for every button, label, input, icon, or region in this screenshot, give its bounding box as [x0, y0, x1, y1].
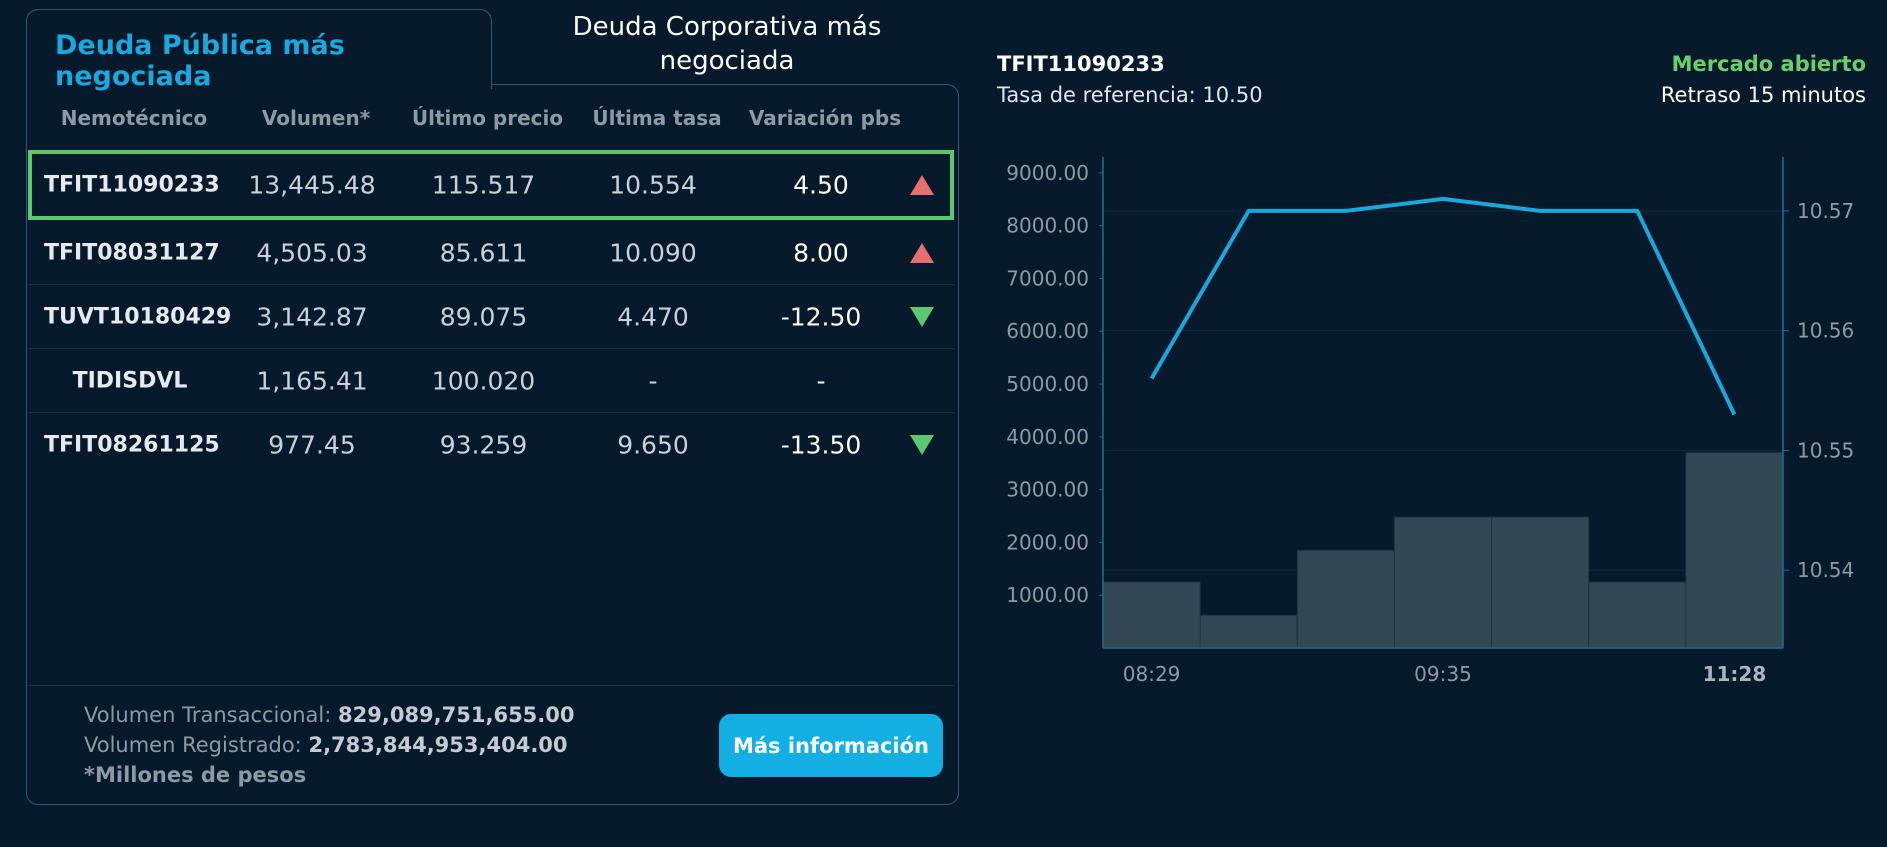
arrow-down-icon	[910, 434, 934, 455]
tab-deuda-publica-label: Deuda Pública más negociada	[55, 30, 345, 92]
cell-variacion: -12.50	[780, 302, 862, 331]
cell-ultimo-precio: 115.517	[431, 170, 536, 200]
arrow-up-icon	[910, 175, 934, 195]
tab-deuda-publica[interactable]: Deuda Pública más negociada	[26, 9, 492, 92]
table-row[interactable]: TFIT08261125 977.45 93.259 9.650 -13.50	[28, 413, 954, 476]
volumen-registrado-value: 2,783,844,953,404.00	[308, 733, 568, 757]
y-left-tick-label: 5000.00	[1006, 372, 1089, 396]
mas-informacion-button[interactable]: Más información	[719, 714, 943, 777]
volumen-registrado: Volumen Registrado: 2,783,844,953,404.00	[84, 733, 568, 757]
y-right-tick-label: 10.54	[1797, 558, 1854, 582]
tab-deuda-corporativa-label-line1: Deuda Corporativa más	[572, 12, 882, 42]
cell-ultima-tasa: 10.554	[609, 170, 697, 200]
volumen-registrado-label: Volumen Registrado:	[84, 733, 302, 757]
volume-bar	[1491, 516, 1590, 649]
table-row[interactable]: TUVT10180429 3,142.87 89.075 4.470 -12.5…	[28, 285, 954, 349]
volumen-transaccional-value: 829,089,751,655.00	[338, 703, 575, 727]
volume-bar	[1102, 581, 1201, 649]
cell-variacion: -	[816, 366, 826, 395]
cell-variacion: 8.00	[793, 238, 849, 267]
cell-nemotecnico: TFIT08261125	[44, 432, 220, 457]
cell-ultima-tasa: 10.090	[609, 238, 697, 267]
header-nemotecnico[interactable]: Nemotécnico	[60, 106, 208, 130]
x-tick-label: 08:29	[1123, 662, 1181, 686]
y-left-tick-label: 9000.00	[1006, 161, 1089, 185]
footer-divider	[28, 685, 954, 686]
cell-ultimo-precio: 100.020	[431, 366, 536, 395]
volumen-transaccional-label: Volumen Transaccional:	[84, 703, 332, 727]
x-tick-label: 09:35	[1414, 662, 1472, 686]
header-variacion-pbs[interactable]: Variación pbs	[748, 106, 902, 130]
header-volumen[interactable]: Volumen*	[261, 106, 371, 130]
tab-deuda-corporativa-label-line2: negociada	[659, 46, 795, 76]
tab-deuda-corporativa[interactable]: Deuda Corporativa más negociada	[520, 10, 934, 78]
cell-variacion: 4.50	[793, 170, 849, 200]
volume-bar	[1296, 549, 1395, 649]
x-tick-label: 11:28	[1703, 662, 1767, 686]
cell-volumen: 13,445.48	[248, 170, 376, 200]
cell-ultima-tasa: -	[648, 366, 658, 395]
cell-volumen: 4,505.03	[256, 238, 368, 267]
header-ultima-tasa[interactable]: Última tasa	[592, 106, 722, 130]
y-left-tick-label: 3000.00	[1006, 478, 1089, 502]
volume-bar	[1685, 452, 1784, 649]
detail-reference-rate: Tasa de referencia: 10.50	[997, 83, 1263, 107]
table-row[interactable]: TFIT11090233 13,445.48 115.517 10.554 4.…	[28, 150, 954, 220]
y-left-tick-label: 6000.00	[1006, 319, 1089, 343]
y-right-tick-label: 10.57	[1797, 199, 1854, 223]
volume-bar	[1393, 516, 1493, 649]
y-left-tick-label: 2000.00	[1006, 530, 1089, 554]
cell-ultima-tasa: 4.470	[617, 302, 689, 331]
y-left-tick-label: 8000.00	[1006, 214, 1089, 238]
table-row[interactable]: TFIT08031127 4,505.03 85.611 10.090 8.00	[28, 221, 954, 285]
header-ultimo-precio[interactable]: Último precio	[411, 106, 564, 130]
y-left-tick-label: 4000.00	[1006, 425, 1089, 449]
cell-nemotecnico: TFIT08031127	[44, 240, 220, 265]
y-right-tick-label: 10.55	[1797, 438, 1854, 462]
y-left-tick-label: 1000.00	[1006, 583, 1089, 607]
cell-variacion: -13.50	[780, 430, 862, 459]
detail-title: TFIT11090233	[997, 52, 1165, 76]
delay-notice: Retraso 15 minutos	[1660, 83, 1866, 107]
table-panel	[26, 84, 959, 805]
y-right-tick-label: 10.56	[1797, 319, 1854, 343]
volume-bar	[1199, 614, 1298, 649]
y-left-tick-label: 7000.00	[1006, 266, 1089, 290]
rate-line	[1149, 196, 1737, 416]
cell-ultimo-precio: 85.611	[439, 238, 528, 267]
volumen-transaccional: Volumen Transaccional: 829,089,751,655.0…	[84, 703, 575, 727]
cell-volumen: 3,142.87	[256, 302, 368, 331]
cell-nemotecnico: TUVT10180429	[44, 304, 232, 329]
cell-nemotecnico: TFIT11090233	[44, 172, 220, 198]
cell-volumen: 977.45	[268, 430, 356, 459]
cell-volumen: 1,165.41	[256, 366, 368, 395]
volume-bar	[1588, 581, 1687, 649]
cell-nemotecnico: TIDISDVL	[72, 368, 188, 393]
table-row[interactable]: TIDISDVL 1,165.41 100.020 - -	[28, 349, 954, 413]
arrow-up-icon	[910, 242, 934, 263]
cell-ultimo-precio: 89.075	[439, 302, 528, 331]
market-status: Mercado abierto	[1671, 52, 1866, 76]
arrow-down-icon	[910, 306, 934, 327]
footnote-millones: *Millones de pesos	[84, 763, 307, 787]
cell-ultimo-precio: 93.259	[439, 430, 528, 459]
cell-ultima-tasa: 9.650	[617, 430, 689, 459]
